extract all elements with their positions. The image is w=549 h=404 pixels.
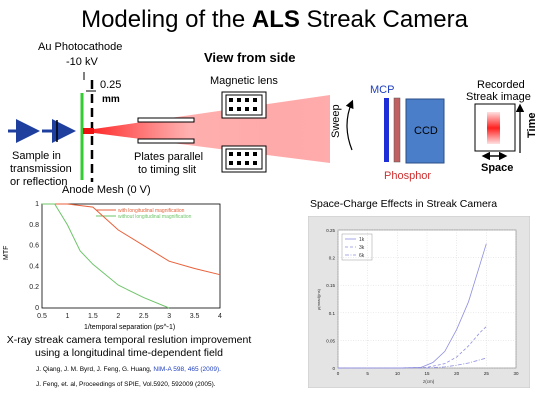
x-tick-label: 3 xyxy=(167,313,171,320)
x-tick-label: 0.5 xyxy=(37,313,47,320)
y-tick-label: 1 xyxy=(35,201,39,208)
mtf-plot-frame xyxy=(41,203,221,309)
streak-image xyxy=(487,112,500,144)
mtf-caption-line1: X-ray streak camera temporal reslution i… xyxy=(6,334,252,346)
plates-label-1: Plates parallel xyxy=(134,151,204,163)
y-tick-label: 0.2 xyxy=(29,284,39,291)
plates-label-2: to timing slit xyxy=(138,164,197,176)
series-line-1k xyxy=(338,243,487,369)
sc-legend-3k: 3k xyxy=(359,245,365,251)
y-tick-label: 0.8 xyxy=(29,222,39,229)
y-tick-label: 0.25 xyxy=(326,228,335,233)
series-line-without-longitudinal-magnification xyxy=(42,203,170,309)
gap-unit: mm xyxy=(102,94,120,105)
x-tick-label: 25 xyxy=(484,371,490,376)
x-tick-label: 2.5 xyxy=(139,313,149,320)
x-tick-label: 0 xyxy=(337,371,340,376)
sweep-arrow xyxy=(345,99,354,151)
sc-xlabel: z(cm) xyxy=(423,379,435,384)
space-label: Space xyxy=(481,162,514,174)
photocathode-voltage: -10 kV xyxy=(66,56,98,68)
y-tick-label: 0.05 xyxy=(326,338,335,343)
x-tick-label: 30 xyxy=(513,371,519,376)
streak-image-label: Streak image xyxy=(466,91,531,103)
mcp-plate xyxy=(384,98,389,162)
slide-title: Modeling of the ALS Streak Camera xyxy=(81,6,468,33)
x-tick-label: 3.5 xyxy=(190,313,200,320)
phosphor-screen xyxy=(393,97,401,163)
mtf-plot: MTF 1/temporal separation (ps^-1) with l… xyxy=(0,196,230,331)
x-tick-label: 20 xyxy=(454,371,460,376)
ccd-block xyxy=(405,98,445,164)
mtf-xlabel: 1/temporal separation (ps^-1) xyxy=(84,324,175,331)
space-charge-plot: ρ(mrad)(ns) z(cm) 1k 3k 6k 0 5 10 15 20 25 30 0… xyxy=(308,216,530,388)
sc-legend-1k: 1k xyxy=(359,237,365,243)
sweep-label: Sweep xyxy=(330,104,342,138)
mtf-legend: with longitudinal magnification without … xyxy=(96,208,192,220)
sc-legend: 1k 3k 6k xyxy=(341,233,373,261)
x-tick-label: 5 xyxy=(366,371,369,376)
x-tick-label: 1 xyxy=(65,313,69,320)
series-line-6k xyxy=(338,357,487,369)
magnetic-lens-label: Magnetic lens xyxy=(210,75,278,87)
y-tick-label: 0.2 xyxy=(329,256,336,261)
series-line-3k xyxy=(338,326,487,369)
sample-label-1: Sample in xyxy=(12,150,61,162)
series-line-with-longitudinal-magnification xyxy=(42,203,221,276)
streak-camera-diagram xyxy=(8,72,525,182)
mcp-label: MCP xyxy=(370,84,395,96)
y-tick-label: 0.15 xyxy=(326,283,335,288)
mtf-ylabel: MTF xyxy=(3,246,10,260)
time-label: Time xyxy=(526,112,538,138)
reference-1-link[interactable]: NIM-A 598, 465 (2009). xyxy=(153,366,221,373)
sc-plot-title: Space-Charge Effects in Streak Camera xyxy=(310,198,498,210)
legend-with-label: with longitudinal magnification xyxy=(118,208,185,214)
x-tick-label: 10 xyxy=(395,371,401,376)
recorded-label: Recorded xyxy=(477,79,525,91)
x-tick-label: 1.5 xyxy=(88,313,98,320)
sample-label-2: transmission xyxy=(10,163,72,175)
reference-2: J. Feng, et. al, Proceedings of SPIE, Vo… xyxy=(36,381,216,388)
magnetic-lens-bottom xyxy=(221,145,267,173)
sample-label-3: or reflection xyxy=(10,176,68,188)
plate-top xyxy=(137,117,195,123)
phosphor-label: Phosphor xyxy=(384,170,432,182)
y-tick-label: 0 xyxy=(35,305,39,312)
legend-without-label: without longitudinal magnification xyxy=(118,214,192,220)
x-tick-label: 15 xyxy=(424,371,430,376)
sc-ylabel: ρ(mrad)(ns) xyxy=(316,288,321,310)
view-from-side-label: View from side xyxy=(204,50,296,65)
y-tick-label: 0.1 xyxy=(329,311,336,316)
anode-mesh-label: Anode Mesh (0 V) xyxy=(62,184,151,196)
photocathode-label: Au Photocathode xyxy=(38,41,123,53)
gap-value: 0.25 xyxy=(100,79,122,91)
mtf-caption: X-ray streak camera temporal reslution i… xyxy=(4,334,254,360)
y-tick-label: 0.4 xyxy=(29,263,39,270)
y-tick-label: 0 xyxy=(332,366,335,371)
electron-beam xyxy=(94,95,330,163)
y-tick-label: 0.6 xyxy=(29,243,39,250)
x-tick-label: 4 xyxy=(218,313,222,320)
reference-1: J. Qiang, J. M. Byrd, J. Feng, G. Huang,… xyxy=(36,366,221,373)
electron-source xyxy=(83,128,94,134)
ccd-label: CCD xyxy=(414,125,438,137)
plate-bottom xyxy=(137,138,195,144)
sc-legend-6k: 6k xyxy=(359,253,365,259)
mtf-caption-line2: using a longitudinal time-dependent fiel… xyxy=(35,347,223,359)
magnetic-lens-top xyxy=(221,91,267,119)
x-tick-label: 2 xyxy=(116,313,120,320)
